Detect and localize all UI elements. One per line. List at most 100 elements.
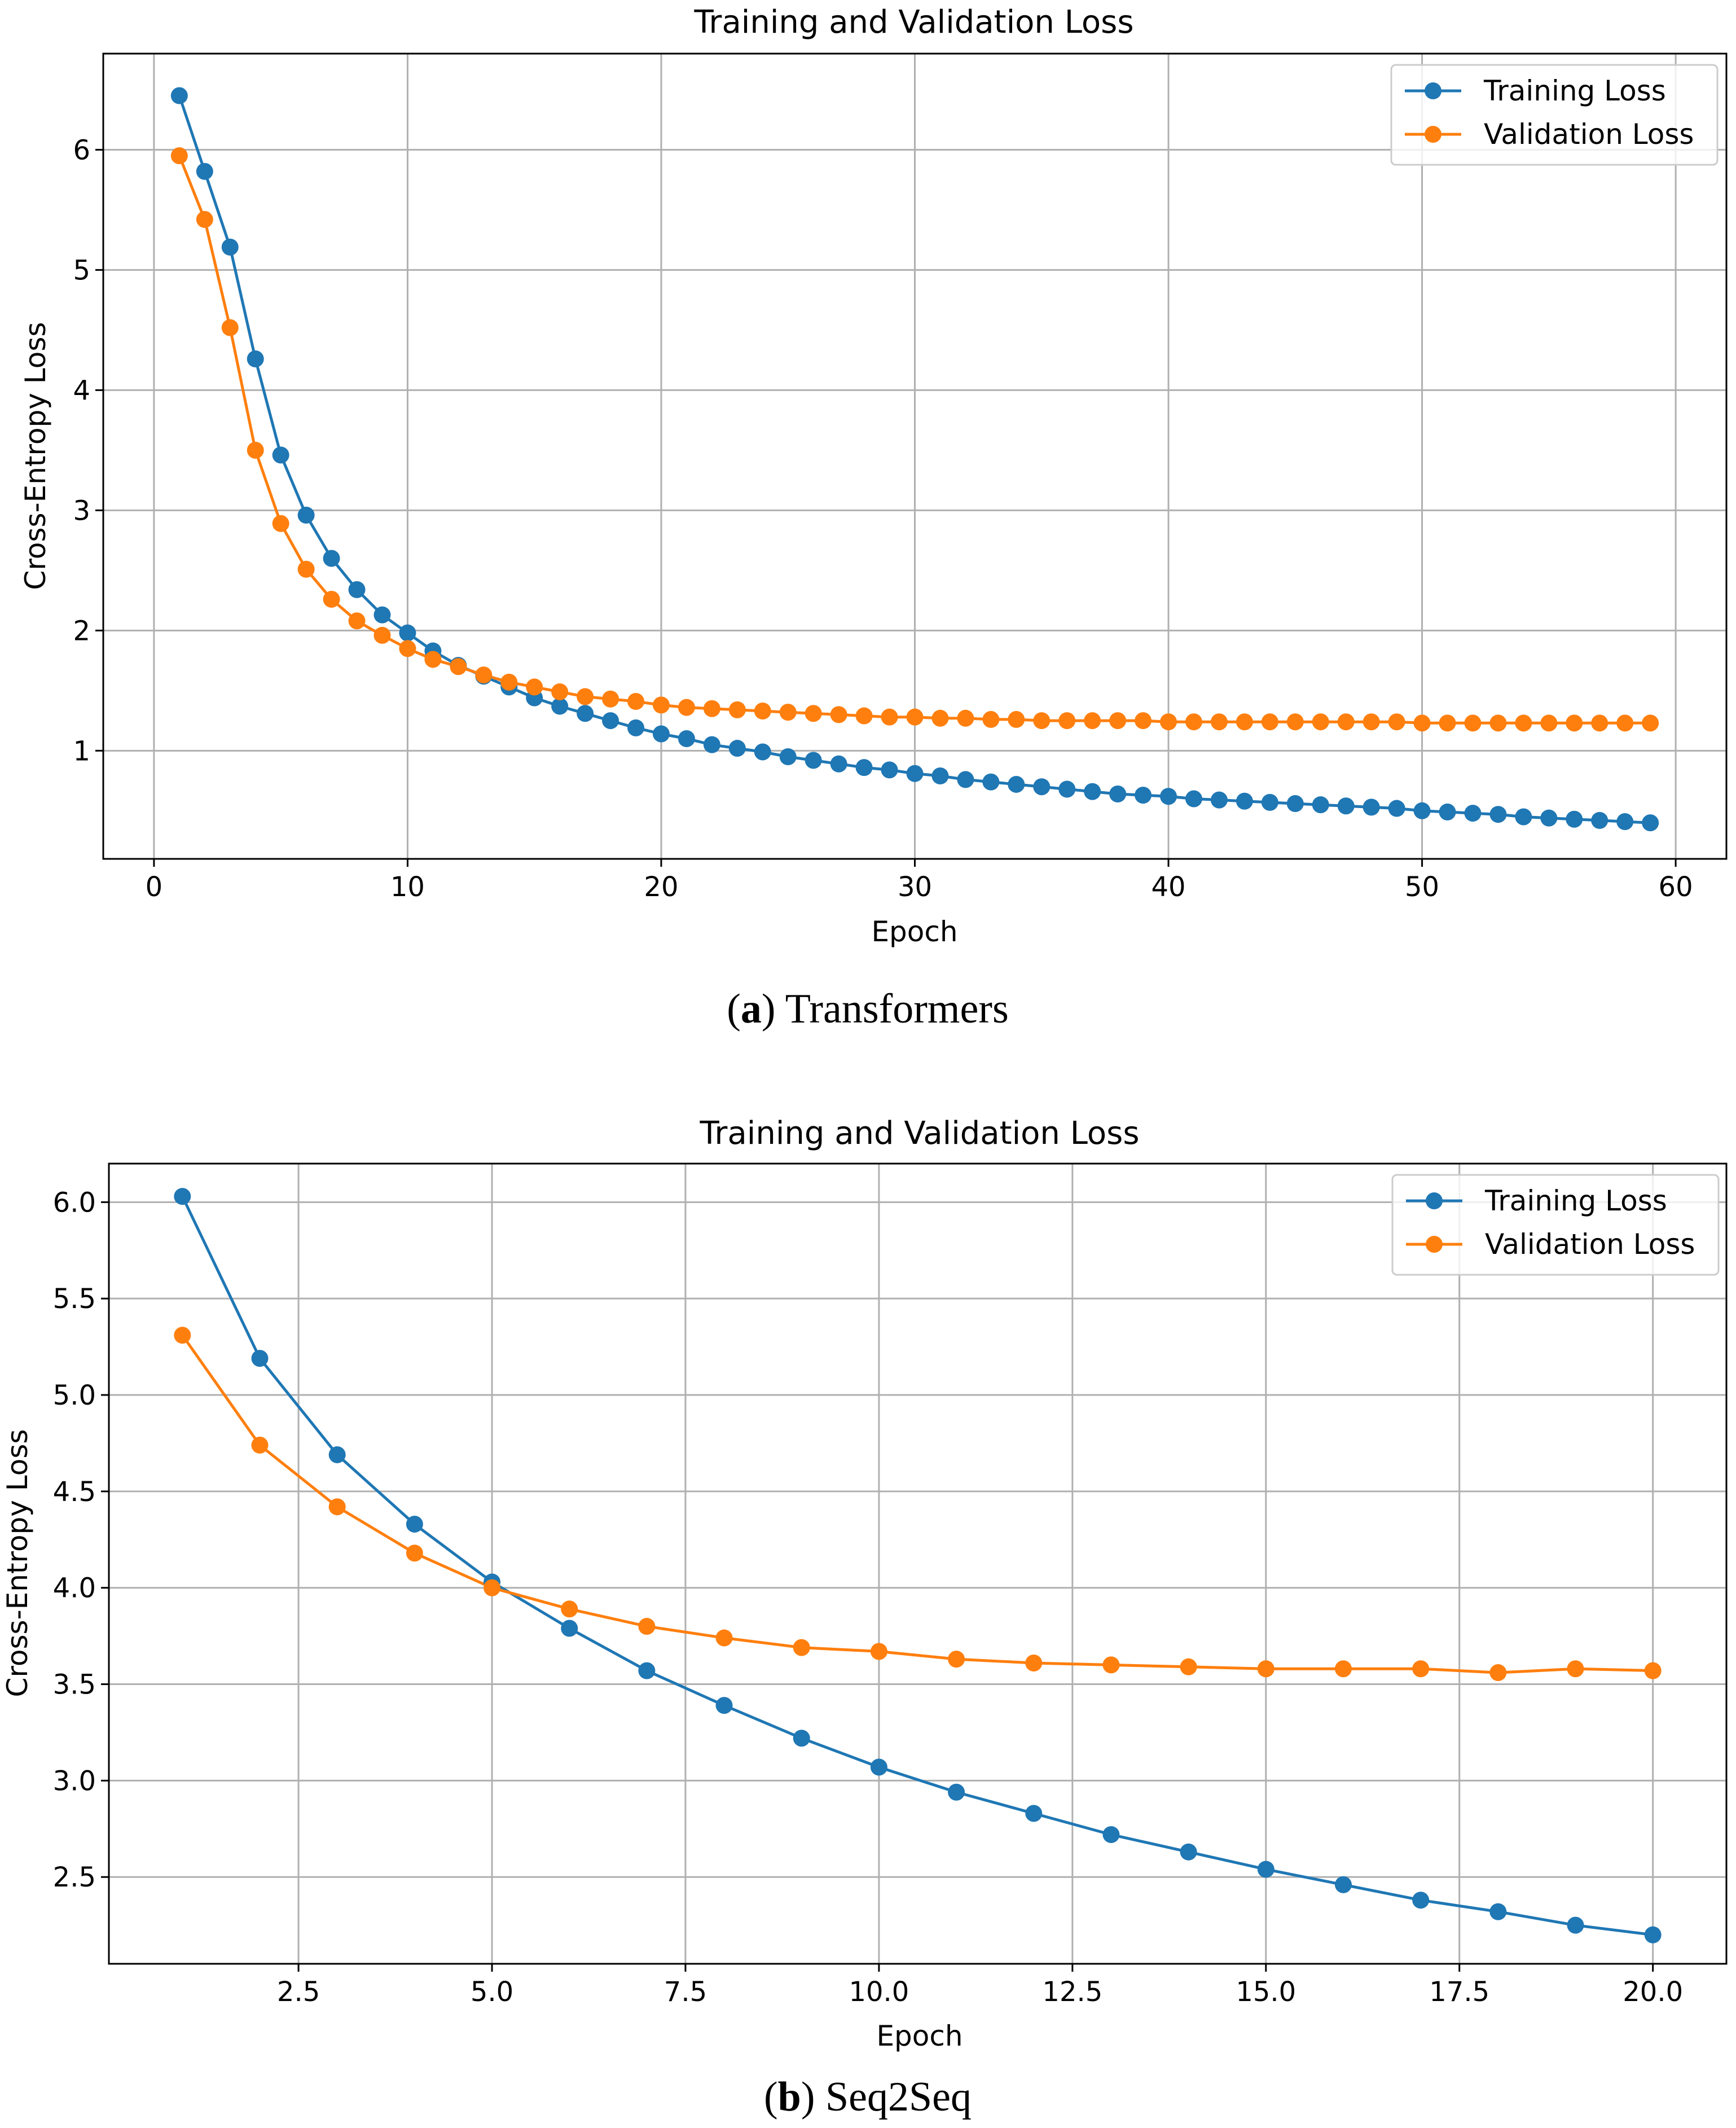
data-point-training [703, 736, 720, 753]
legend-label-training: Training Loss [1484, 1184, 1667, 1217]
data-point-validation [247, 441, 264, 459]
x-tick-label: 2.5 [277, 1976, 320, 2008]
data-point-validation [638, 1618, 656, 1635]
data-point-validation [1025, 1654, 1043, 1671]
x-axis-ticks: 2.5 5.0 7.5 10.0 12.5 15.0 17.5 20.0 [277, 1964, 1683, 2008]
data-point-validation [251, 1436, 269, 1454]
data-point-training [982, 773, 1000, 791]
legend-box [1391, 1174, 1720, 1276]
caption-letter: a [741, 986, 762, 1032]
data-point-validation [1033, 712, 1051, 730]
x-tick-label: 30 [898, 871, 932, 903]
data-point-validation [1566, 714, 1583, 732]
data-point-validation [1008, 710, 1025, 728]
data-point-training [399, 624, 416, 642]
x-tick-label: 15.0 [1236, 1976, 1296, 2008]
data-point-validation [1642, 714, 1659, 732]
data-point-training [1109, 785, 1127, 802]
data-point-validation [348, 612, 366, 630]
data-point-training [323, 550, 340, 567]
data-point-training [551, 697, 569, 715]
data-point-validation [323, 590, 340, 608]
data-point-validation [1644, 1662, 1662, 1679]
data-point-training [652, 725, 670, 743]
data-point-validation [830, 706, 847, 723]
data-point-training [1566, 810, 1583, 828]
data-point-validation [561, 1600, 578, 1618]
data-point-validation [1334, 1660, 1352, 1678]
data-point-validation [1185, 713, 1202, 731]
data-point-validation [1135, 712, 1152, 730]
data-point-validation [906, 708, 924, 726]
data-point-training [779, 748, 797, 765]
chart-title: Training and Validation Loss [699, 1115, 1139, 1152]
y-tick-label: 5.0 [53, 1380, 96, 1411]
series-markers [170, 87, 1659, 832]
data-point-training [602, 712, 619, 730]
data-point-validation [1084, 712, 1101, 730]
y-tick-label: 2.5 [53, 1862, 96, 1893]
legend-marker-training [1426, 1192, 1443, 1209]
legend-marker-validation [1425, 126, 1441, 143]
data-point-validation [754, 703, 771, 720]
data-point-training [1210, 791, 1228, 809]
series-lines [181, 1196, 1654, 1937]
data-point-training [1412, 1892, 1430, 1909]
data-point-training [406, 1515, 423, 1533]
data-point-training [1515, 808, 1532, 826]
data-point-validation [450, 658, 467, 675]
data-point-training [1642, 814, 1659, 832]
data-point-training [754, 743, 771, 761]
x-tick-label: 40 [1151, 871, 1185, 903]
x-axis-label: Epoch [876, 2020, 963, 2052]
x-tick-label: 60 [1659, 871, 1693, 903]
series-markers [174, 1188, 1662, 1943]
series-line-training [181, 1196, 1654, 1937]
data-point-training [1644, 1926, 1662, 1943]
y-tick-label: 3.5 [53, 1669, 96, 1701]
data-point-validation [500, 673, 518, 691]
data-point-validation [373, 626, 391, 644]
data-point-validation [779, 704, 797, 721]
chart-panel-a: Training and Validation Loss 0 10 20 30 40 50… [19, 4, 1728, 1032]
data-point-training [855, 759, 873, 776]
data-point-validation [1236, 713, 1253, 731]
data-point-validation [1388, 713, 1405, 731]
data-point-validation [1180, 1658, 1197, 1675]
data-point-training [728, 740, 746, 757]
data-point-training [678, 730, 695, 748]
y-axis-label: Cross-Entropy Loss [19, 322, 52, 590]
data-point-validation [1109, 712, 1127, 730]
data-point-training [1084, 783, 1101, 800]
y-tick-label: 6.0 [53, 1187, 96, 1218]
data-point-validation [1489, 1664, 1507, 1682]
x-axis-label: Epoch [871, 915, 957, 948]
data-point-validation [728, 701, 746, 718]
data-point-validation [577, 688, 594, 705]
y-axis-label: Cross-Entropy Loss [1, 1429, 34, 1697]
data-point-validation [475, 666, 493, 684]
y-tick-label: 4.5 [53, 1476, 96, 1508]
y-tick-label: 3 [73, 495, 90, 526]
x-tick-label: 17.5 [1429, 1976, 1489, 2008]
data-point-training [561, 1620, 578, 1637]
data-point-validation [221, 319, 239, 336]
data-point-validation [424, 651, 442, 668]
y-tick-label: 5.5 [53, 1283, 96, 1315]
data-point-training [297, 506, 315, 524]
x-tick-label: 10.0 [849, 1976, 909, 2008]
data-point-training [1180, 1843, 1197, 1861]
legend-label-validation: Validation Loss [1484, 118, 1694, 151]
legend-marker-training [1425, 82, 1441, 99]
data-point-validation [1413, 714, 1431, 732]
data-point-training [931, 767, 949, 785]
data-point-training [805, 752, 822, 769]
data-point-validation [715, 1629, 733, 1647]
data-point-validation [1058, 712, 1076, 730]
legend-marker-validation [1426, 1236, 1443, 1253]
data-point-validation [881, 708, 898, 726]
x-axis-ticks: 0 10 20 30 40 50 60 [146, 859, 1693, 903]
data-point-training [1185, 790, 1202, 808]
caption-b: (b) Seq2Seq [764, 2074, 972, 2120]
